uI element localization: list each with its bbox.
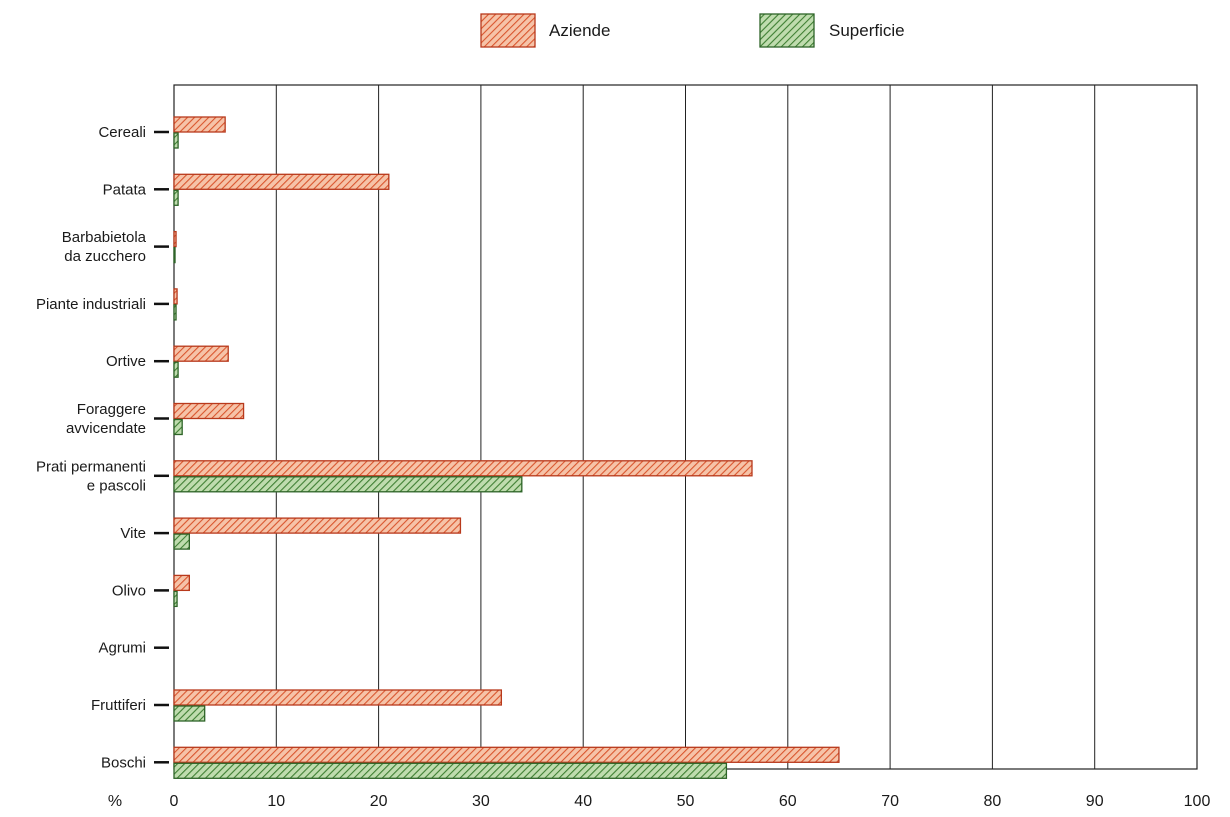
bar-aziende (173, 288, 178, 305)
bar-superficie (173, 590, 178, 608)
x-axis-unit-label: % (108, 793, 122, 810)
bar-aziende (173, 345, 229, 362)
bar-superficie (173, 361, 179, 378)
category-label: avvicendate (66, 420, 146, 437)
x-tick-label: 50 (677, 793, 695, 810)
bar-superficie (173, 476, 523, 493)
bar-aziende (173, 230, 177, 248)
x-tick-label: 80 (984, 793, 1002, 810)
x-tick-label: 60 (779, 793, 797, 810)
category-labels: Cereali Patata Barbabietola da zucchero Pian… (36, 124, 169, 771)
x-tick-label: 100 (1184, 793, 1211, 810)
category-label: Fruttiferi (91, 697, 146, 714)
x-tick-label: 30 (472, 793, 490, 810)
bar-aziende (173, 689, 503, 706)
category-label: da zucchero (64, 248, 146, 265)
category-label: Agrumi (98, 640, 146, 657)
x-tick-label: 0 (170, 793, 179, 810)
bar-aziende (173, 574, 190, 592)
bar-aziende (173, 517, 462, 534)
bar-superficie (173, 304, 177, 321)
bar-aziende (173, 173, 390, 190)
category-label: Boschi (101, 754, 146, 771)
bar-superficie (173, 246, 176, 264)
legend-label-aziende: Aziende (549, 21, 610, 40)
category-label: Olivo (112, 582, 146, 599)
x-tick-labels: 0 10 20 30 40 50 60 70 80 90 100 (170, 793, 1211, 810)
x-tick-label: 10 (267, 793, 285, 810)
x-tick-label: 40 (574, 793, 592, 810)
category-label: Piante industriali (36, 296, 146, 313)
bar-aziende (173, 116, 226, 133)
category-label: Barbabietola (62, 229, 147, 246)
category-label: e pascoli (87, 477, 146, 494)
bars (173, 116, 840, 779)
category-label: Patata (103, 181, 147, 198)
category-label: Vite (120, 525, 146, 542)
bar-superficie (173, 132, 179, 149)
category-label: Cereali (98, 124, 146, 141)
bar-superficie (173, 189, 179, 206)
bar-aziende (173, 460, 753, 477)
category-label: Prati permanenti (36, 458, 146, 475)
x-tick-label: 70 (881, 793, 899, 810)
bar-aziende (173, 402, 245, 420)
legend-label-superficie: Superficie (829, 21, 905, 40)
bar-superficie (173, 418, 183, 436)
x-tick-label: 90 (1086, 793, 1104, 810)
category-label: Foraggere (77, 401, 146, 418)
bar-superficie (173, 762, 728, 779)
gridlines (275, 85, 1096, 769)
x-tick-label: 20 (370, 793, 388, 810)
legend-swatch-aziende (480, 13, 536, 48)
bar-superficie (173, 705, 206, 722)
category-label: Ortive (106, 353, 146, 370)
bar-aziende (173, 746, 840, 763)
legend: Aziende Superficie (480, 13, 905, 48)
bar-superficie (173, 533, 190, 550)
legend-swatch-superficie (759, 13, 815, 48)
